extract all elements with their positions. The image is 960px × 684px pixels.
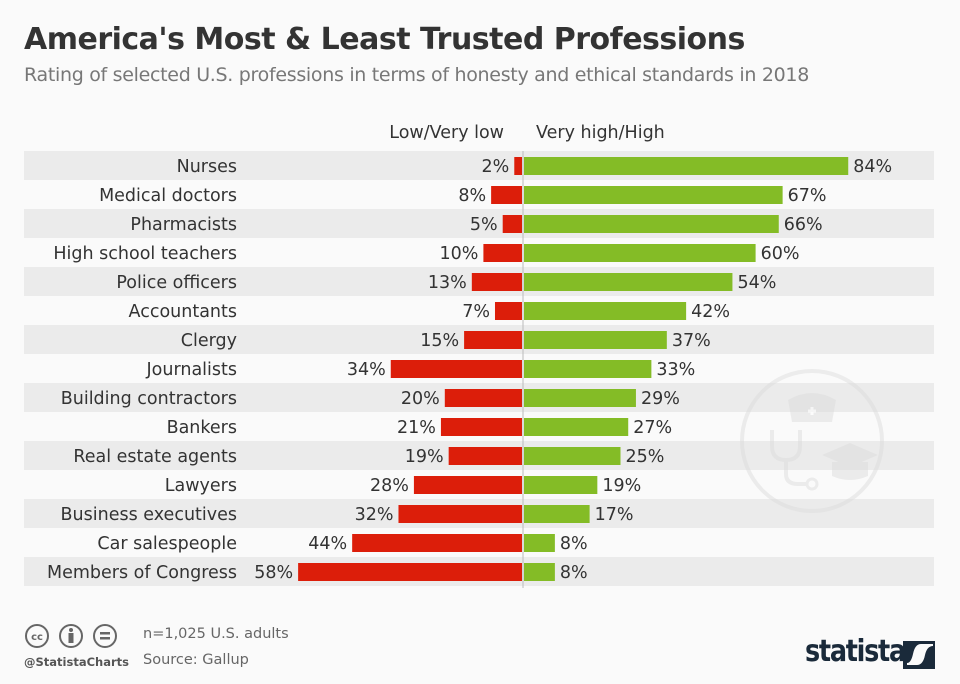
bar-low: [298, 563, 522, 581]
bar-high: [524, 215, 779, 233]
category-label: Building contractors: [61, 389, 237, 409]
data-label-low: 13%: [428, 273, 467, 293]
legend-high: Very high/High: [536, 123, 665, 143]
data-label-low: 5%: [470, 215, 498, 235]
row-band: [24, 209, 934, 238]
bar-high: [524, 476, 598, 494]
statista-logo: statista: [805, 634, 906, 669]
bar-high: [524, 563, 555, 581]
data-label-low: 34%: [347, 360, 386, 380]
bar-high: [524, 389, 636, 407]
medical-watermark-icon: [740, 369, 884, 513]
data-label-low: 44%: [308, 534, 347, 554]
bar-high: [524, 447, 621, 465]
bar-high: [524, 331, 667, 349]
svg-text:cc: cc: [31, 632, 43, 643]
data-label-high: 29%: [641, 389, 680, 409]
bar-low: [494, 302, 522, 320]
bar-high: [524, 157, 849, 175]
data-label-high: 17%: [595, 505, 634, 525]
data-label-low: 28%: [370, 476, 409, 496]
data-label-high: 33%: [656, 360, 695, 380]
data-label-high: 66%: [784, 215, 823, 235]
data-label-low: 19%: [405, 447, 444, 467]
bar-low: [448, 447, 522, 465]
by-icon: [59, 624, 83, 648]
data-label-low: 32%: [355, 505, 394, 525]
category-label: Medical doctors: [99, 186, 237, 206]
bar-low: [514, 157, 522, 175]
bar-low: [390, 360, 522, 378]
category-label: Car salespeople: [97, 534, 237, 554]
bar-low: [464, 331, 522, 349]
bar-low: [440, 418, 522, 436]
license-icons: cc: [25, 624, 117, 648]
bar-high: [524, 418, 629, 436]
source-text: Source: Gallup: [143, 652, 249, 668]
data-label-high: 67%: [788, 186, 827, 206]
bar-low: [483, 244, 522, 262]
category-label: Business executives: [61, 505, 237, 525]
data-label-high: 27%: [633, 418, 672, 438]
category-label: Journalists: [146, 360, 237, 380]
data-label-low: 15%: [420, 331, 459, 351]
data-label-low: 7%: [462, 302, 490, 322]
bar-low: [444, 389, 522, 407]
category-label: Accountants: [129, 302, 237, 322]
category-label: Clergy: [181, 331, 237, 351]
category-label: Police officers: [116, 273, 237, 293]
data-label-low: 21%: [397, 418, 436, 438]
data-label-high: 84%: [853, 157, 892, 177]
nd-icon: [93, 624, 117, 648]
bar-high: [524, 186, 783, 204]
data-label-high: 25%: [626, 447, 665, 467]
data-label-low: 58%: [254, 563, 293, 583]
bar-high: [524, 273, 733, 291]
data-label-high: 8%: [560, 534, 588, 554]
sample-note: n=1,025 U.S. adults: [143, 626, 289, 642]
category-label: Lawyers: [165, 476, 237, 496]
bar-low: [413, 476, 522, 494]
bar-high: [524, 534, 555, 552]
legend-low: Low/Very low: [389, 123, 504, 143]
data-label-low: 8%: [458, 186, 486, 206]
category-label: Bankers: [167, 418, 237, 438]
data-label-high: 54%: [737, 273, 776, 293]
category-label: Nurses: [177, 157, 237, 177]
data-label-high: 60%: [761, 244, 800, 264]
bar-low: [352, 534, 522, 552]
bar-low: [491, 186, 522, 204]
bar-high: [524, 302, 687, 320]
data-label-high: 8%: [560, 563, 588, 583]
category-label: Real estate agents: [73, 447, 237, 467]
data-label-high: 42%: [691, 302, 730, 322]
bar-high: [524, 360, 652, 378]
bar-low: [471, 273, 522, 291]
category-label: Pharmacists: [130, 215, 237, 235]
twitter-handle[interactable]: @StatistaCharts: [24, 655, 129, 669]
chart-title: America's Most & Least Trusted Professio…: [24, 22, 745, 57]
bar-low: [502, 215, 522, 233]
bar-low: [398, 505, 522, 523]
category-label: High school teachers: [53, 244, 237, 264]
bar-high: [524, 505, 590, 523]
data-label-high: 37%: [672, 331, 711, 351]
data-label-low: 10%: [439, 244, 478, 264]
data-label-low: 2%: [482, 157, 510, 177]
category-label: Members of Congress: [47, 563, 237, 583]
data-label-low: 20%: [401, 389, 440, 409]
bar-high: [524, 244, 756, 262]
cc-icon: cc: [25, 624, 49, 648]
data-label-high: 19%: [602, 476, 641, 496]
statista-logo-icon: [903, 641, 935, 669]
chart-subtitle: Rating of selected U.S. professions in t…: [24, 64, 810, 86]
